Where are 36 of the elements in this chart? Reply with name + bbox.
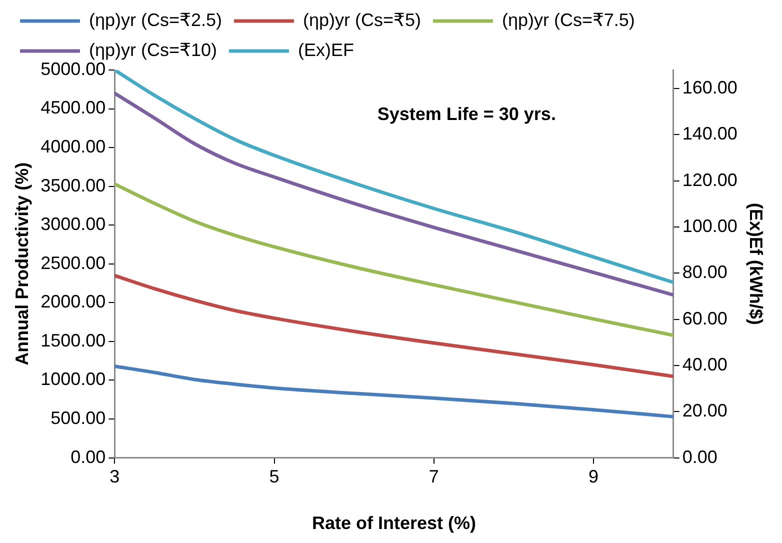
y-tick-label: 3500.00: [40, 175, 106, 196]
line-series: [114, 364, 674, 418]
x-tick-label: 7: [428, 466, 439, 487]
y-tick-label: 1500.00: [40, 330, 106, 350]
y2-axis-title: (Ex)Ef (kWh/$): [746, 202, 766, 325]
x-tick-label: 5: [269, 466, 280, 487]
y-tick-label: 2000.00: [40, 292, 106, 312]
y2-tick-label: 60.00: [682, 308, 728, 328]
legend-label: (Ex)EF: [298, 40, 354, 60]
y2-tick-label: 40.00: [682, 354, 728, 374]
x-axis-title: Rate of Interest (%): [312, 513, 476, 534]
y2-tick-label: 100.00: [682, 216, 738, 236]
legend-label: (ηp)yr (Cs=₹10): [89, 40, 217, 60]
y2-tick-label: 80.00: [682, 262, 728, 282]
annotation: System Life = 30 yrs.: [377, 104, 556, 124]
legend-label: (ηp)yr (Cs=₹5): [302, 10, 421, 30]
y-tick-label: 500.00: [50, 408, 106, 428]
y2-tick-label: 0.00: [682, 446, 718, 467]
y-tick-label: 4500.00: [40, 98, 106, 118]
legend-label: (ηp)yr (Cs=₹2.5): [89, 10, 222, 30]
line-series: [114, 182, 674, 338]
y2-tick-label: 160.00: [682, 77, 738, 98]
y-tick-label: 0.00: [70, 446, 106, 467]
y-tick-label: 5000.00: [40, 58, 106, 79]
y2-tick-label: 140.00: [682, 124, 738, 144]
y-axis-title: Annual Productivity (%): [12, 162, 32, 366]
y-tick-label: 4000.00: [40, 136, 106, 157]
y-tick-label: 3000.00: [40, 214, 106, 234]
legend-label: (ηp)yr (Cs=₹7.5): [502, 10, 635, 30]
x-tick-label: 9: [588, 466, 599, 487]
x-tick-label: 3: [110, 466, 120, 487]
y2-tick-label: 20.00: [682, 400, 728, 421]
line-series: [114, 274, 674, 378]
y-tick-label: 2500.00: [40, 252, 106, 273]
y2-tick-label: 120.00: [682, 170, 738, 190]
y-tick-label: 1000.00: [40, 369, 106, 390]
